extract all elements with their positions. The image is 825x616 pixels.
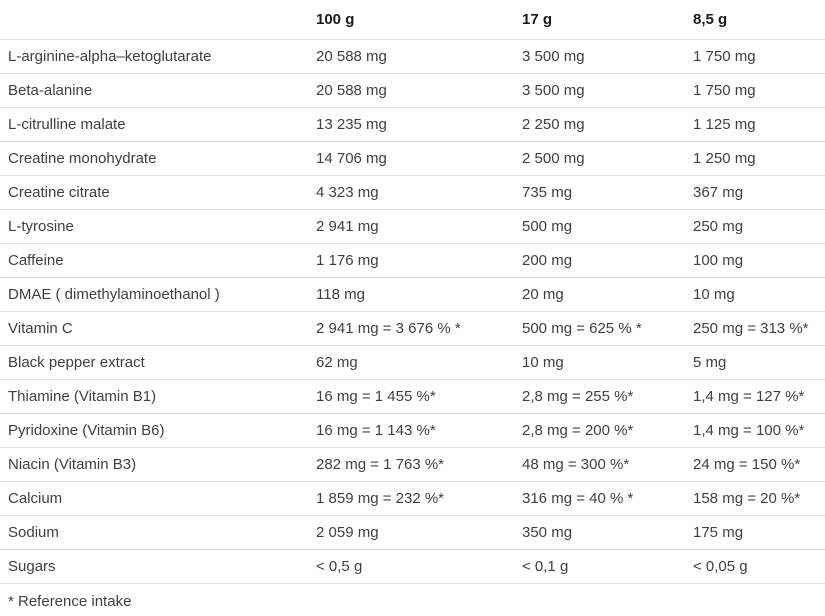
table-row: Creatine monohydrate 14 706 mg 2 500 mg 1 2…	[0, 141, 825, 176]
table-row: L-tyrosine 2 941 mg 500 mg 250 mg	[0, 209, 825, 244]
header-row: 100 g 17 g 8,5 g	[0, 0, 825, 40]
table-row: L-citrulline malate 13 235 mg 2 250 mg 1 12…	[0, 107, 825, 142]
value-100g: 2 059 mg	[308, 515, 514, 550]
value-8-5g: 100 mg	[685, 243, 825, 278]
value-17g: 2 250 mg	[514, 107, 685, 142]
ingredient-label: Sodium	[0, 515, 308, 550]
table-row: Black pepper extract 62 mg 10 mg 5 mg	[0, 345, 825, 380]
table-row: Pyridoxine (Vitamin B6) 16 mg = 1 143 %* 2…	[0, 413, 825, 448]
table-header: 100 g 17 g 8,5 g	[0, 0, 825, 40]
ingredient-label: DMAE ( dimethylaminoethanol )	[0, 277, 308, 312]
value-17g: 735 mg	[514, 175, 685, 210]
value-100g: 20 588 mg	[308, 39, 514, 74]
ingredient-label: Creatine citrate	[0, 175, 308, 210]
nutrition-table: 100 g 17 g 8,5 g L-arginine-alpha–ketogl…	[0, 0, 825, 584]
value-8-5g: 24 mg = 150 %*	[685, 447, 825, 482]
ingredient-label: L-tyrosine	[0, 209, 308, 244]
ingredient-label: Black pepper extract	[0, 345, 308, 380]
value-100g: 20 588 mg	[308, 73, 514, 108]
value-100g: 16 mg = 1 455 %*	[308, 379, 514, 414]
reference-intake-footnote: * Reference intake	[8, 592, 132, 610]
table-row: Calcium 1 859 mg = 232 %* 316 mg = 40 % * 1…	[0, 481, 825, 516]
value-8-5g: 250 mg	[685, 209, 825, 244]
value-100g: 62 mg	[308, 345, 514, 380]
value-100g: 2 941 mg	[308, 209, 514, 244]
value-17g: 2 500 mg	[514, 141, 685, 176]
value-8-5g: 250 mg = 313 %*	[685, 311, 825, 346]
value-8-5g: 1 750 mg	[685, 73, 825, 108]
header-cell-100g: 100 g	[308, 0, 514, 40]
value-8-5g: < 0,05 g	[685, 549, 825, 584]
ingredient-label: Vitamin C	[0, 311, 308, 346]
table-row: Sugars < 0,5 g < 0,1 g < 0,05 g	[0, 549, 825, 584]
ingredient-label: Creatine monohydrate	[0, 141, 308, 176]
value-17g: 500 mg = 625 % *	[514, 311, 685, 346]
value-17g: 48 mg = 300 %*	[514, 447, 685, 482]
value-100g: 14 706 mg	[308, 141, 514, 176]
table-row: DMAE ( dimethylaminoethanol ) 118 mg 20 mg…	[0, 277, 825, 312]
value-100g: 16 mg = 1 143 %*	[308, 413, 514, 448]
value-100g: 1 176 mg	[308, 243, 514, 278]
value-100g: 1 859 mg = 232 %*	[308, 481, 514, 516]
table-row: L-arginine-alpha–ketoglutarate 20 588 mg 3…	[0, 39, 825, 74]
value-8-5g: 5 mg	[685, 345, 825, 380]
ingredient-label: Beta-alanine	[0, 73, 308, 108]
value-8-5g: 1 750 mg	[685, 39, 825, 74]
value-17g: 3 500 mg	[514, 73, 685, 108]
value-8-5g: 1,4 mg = 100 %*	[685, 413, 825, 448]
value-100g: 118 mg	[308, 277, 514, 312]
ingredient-label: Sugars	[0, 549, 308, 584]
value-100g: 282 mg = 1 763 %*	[308, 447, 514, 482]
value-17g: 3 500 mg	[514, 39, 685, 74]
value-17g: 2,8 mg = 200 %*	[514, 413, 685, 448]
value-17g: < 0,1 g	[514, 549, 685, 584]
header-cell-8-5g: 8,5 g	[685, 0, 825, 40]
ingredient-label: Calcium	[0, 481, 308, 516]
header-cell-empty	[0, 0, 308, 40]
table-body: L-arginine-alpha–ketoglutarate 20 588 mg 3…	[0, 39, 825, 584]
value-8-5g: 158 mg = 20 %*	[685, 481, 825, 516]
value-17g: 316 mg = 40 % *	[514, 481, 685, 516]
value-8-5g: 1 250 mg	[685, 141, 825, 176]
table-row: Sodium 2 059 mg 350 mg 175 mg	[0, 515, 825, 550]
ingredient-label: Pyridoxine (Vitamin B6)	[0, 413, 308, 448]
value-8-5g: 10 mg	[685, 277, 825, 312]
value-8-5g: 367 mg	[685, 175, 825, 210]
value-17g: 500 mg	[514, 209, 685, 244]
table-row: Caffeine 1 176 mg 200 mg 100 mg	[0, 243, 825, 278]
ingredient-label: Thiamine (Vitamin B1)	[0, 379, 308, 414]
value-17g: 2,8 mg = 255 %*	[514, 379, 685, 414]
value-8-5g: 1,4 mg = 127 %*	[685, 379, 825, 414]
value-17g: 10 mg	[514, 345, 685, 380]
table-row: Creatine citrate 4 323 mg 735 mg 367 mg	[0, 175, 825, 210]
value-100g: 2 941 mg = 3 676 % *	[308, 311, 514, 346]
table-row: Niacin (Vitamin B3) 282 mg = 1 763 %* 48 m…	[0, 447, 825, 482]
value-8-5g: 175 mg	[685, 515, 825, 550]
value-17g: 200 mg	[514, 243, 685, 278]
header-cell-17g: 17 g	[514, 0, 685, 40]
ingredient-label: Niacin (Vitamin B3)	[0, 447, 308, 482]
value-17g: 350 mg	[514, 515, 685, 550]
value-100g: < 0,5 g	[308, 549, 514, 584]
value-100g: 4 323 mg	[308, 175, 514, 210]
table-row: Thiamine (Vitamin B1) 16 mg = 1 455 %* 2,8…	[0, 379, 825, 414]
ingredient-label: Caffeine	[0, 243, 308, 278]
table-row: Beta-alanine 20 588 mg 3 500 mg 1 750 mg	[0, 73, 825, 108]
value-8-5g: 1 125 mg	[685, 107, 825, 142]
value-100g: 13 235 mg	[308, 107, 514, 142]
ingredient-label: L-citrulline malate	[0, 107, 308, 142]
value-17g: 20 mg	[514, 277, 685, 312]
ingredient-label: L-arginine-alpha–ketoglutarate	[0, 39, 308, 74]
